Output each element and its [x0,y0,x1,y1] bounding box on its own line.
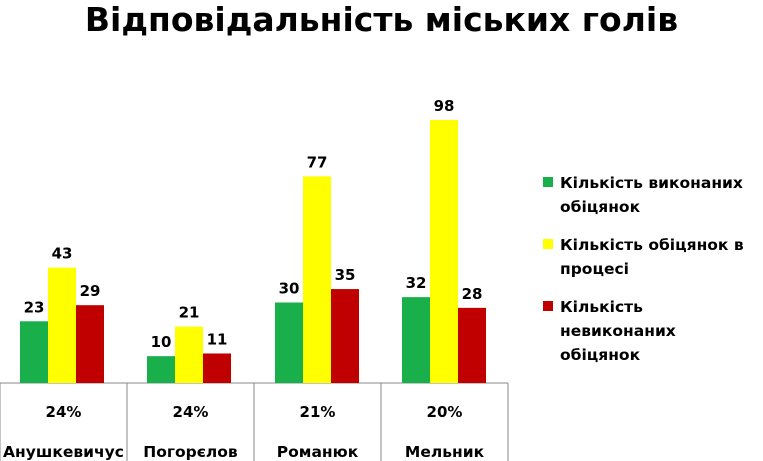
data-label: 32 [406,274,427,292]
data-label: 28 [462,285,483,303]
bar [175,326,203,383]
bar [430,120,458,383]
data-label: 29 [80,282,101,300]
legend-label-completed: Кількість виконаних обіцянок [560,174,743,216]
bar [331,289,359,383]
category-percentage: 20% [427,403,463,421]
legend-label-not-completed: Кількість невиконаних обіцянок [560,298,676,364]
data-label: 43 [52,245,73,263]
category-label: Мельник [405,443,485,461]
legend-swatch-completed [543,177,553,187]
category-label: Романюк [277,443,359,461]
data-label: 11 [207,330,228,348]
data-label: 35 [335,266,356,284]
legend-swatch-in-progress [543,239,553,249]
bar [303,176,331,383]
legend-swatch-not-completed [543,301,553,311]
bar [275,302,303,383]
bar [147,356,175,383]
category-label: Погорєлов [143,443,238,461]
chart-title: Відповідальність міських голів [84,0,679,39]
bar [402,297,430,383]
data-label: 21 [179,304,200,322]
category-percentage: 24% [173,403,209,421]
legend-label-in-progress: Кількість обіцянок в процесі [560,236,744,278]
category-label: Анушкевичус [3,443,124,461]
bar [76,305,104,383]
data-label: 77 [307,153,328,171]
data-label: 30 [279,279,300,297]
bar [203,353,231,383]
bar [458,307,486,383]
data-label: 23 [24,298,45,316]
data-label: 10 [151,333,172,351]
bar [20,321,48,383]
category-percentage: 24% [46,403,82,421]
category-percentage: 21% [300,403,336,421]
data-label: 98 [434,97,455,115]
bar [48,267,76,383]
